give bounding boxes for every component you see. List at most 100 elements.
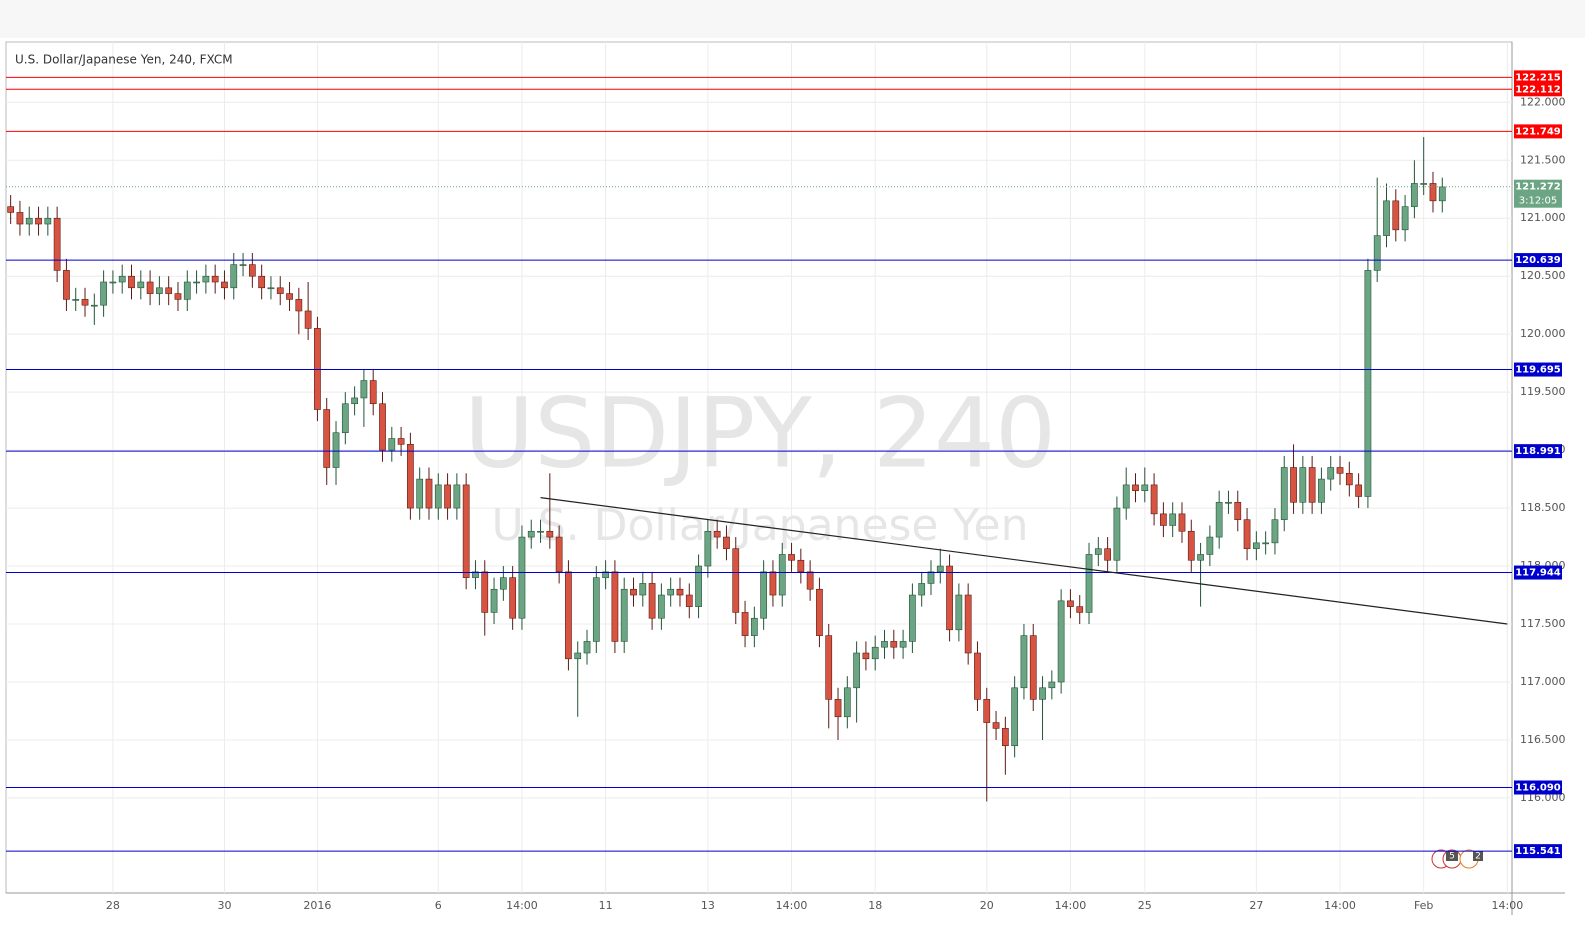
candle-body <box>1225 501 1232 504</box>
candle-body <box>974 652 981 700</box>
candle-body <box>63 270 70 300</box>
candle-body <box>555 536 563 573</box>
x-tick-label: 18 <box>868 899 882 912</box>
x-tick-label: 6 <box>435 899 442 912</box>
candle-body <box>1345 472 1353 486</box>
candle-body <box>397 438 405 445</box>
candle-body <box>295 299 303 312</box>
marks <box>7 137 1446 802</box>
chart-title: U.S. Dollar/Japanese Yen, 240, FXCM <box>15 53 233 67</box>
candle-body <box>1039 687 1046 700</box>
candle-body <box>53 217 61 271</box>
candle-body <box>899 641 907 648</box>
candle-body <box>1067 600 1074 607</box>
candle-body <box>574 652 582 660</box>
level-tag <box>1514 844 1562 859</box>
candle-body <box>1318 478 1325 503</box>
candle-body <box>592 577 600 642</box>
candle-body <box>843 687 851 718</box>
candle-body <box>434 484 442 509</box>
level-label: 115.541 <box>1515 846 1561 857</box>
level-tag <box>1514 70 1562 85</box>
event-count: 5 <box>1449 852 1455 862</box>
candle-body <box>834 699 842 718</box>
candle-body <box>583 641 591 654</box>
plot-frame <box>5 41 1513 894</box>
candle-body <box>806 571 814 590</box>
candle-body <box>1252 542 1260 549</box>
y-tick-label: 117.000 <box>1520 675 1566 688</box>
candle-body <box>620 588 628 642</box>
level-label: 120.639 <box>1515 255 1561 266</box>
candle-body <box>472 571 479 578</box>
candle-body <box>685 594 693 607</box>
y-tick-label: 121.500 <box>1520 153 1566 166</box>
candle-body <box>202 275 210 283</box>
candle-body <box>1401 206 1409 231</box>
candle-body <box>16 212 24 225</box>
candle-body <box>1020 635 1028 689</box>
candle-body <box>936 565 944 573</box>
candle-body <box>286 293 293 300</box>
watermark-symbol: USDJPY, 240 <box>464 377 1056 489</box>
candle-body <box>658 594 665 619</box>
candle-body <box>1327 467 1335 480</box>
candle-body <box>332 432 340 468</box>
candle-body <box>165 287 173 294</box>
candle-body <box>1085 554 1093 613</box>
candle-body <box>1141 484 1149 491</box>
y-tick-label: 120.000 <box>1520 327 1566 340</box>
candle-body <box>156 287 163 294</box>
candle-body <box>109 281 117 284</box>
level-label: 118.991 <box>1515 446 1561 457</box>
candle-body <box>369 380 377 405</box>
candle-body <box>1001 728 1009 747</box>
candle-body <box>304 310 312 329</box>
level-tag <box>1514 82 1562 97</box>
candle-body <box>723 536 730 549</box>
candle-body <box>778 554 786 596</box>
candle-body <box>639 583 647 596</box>
candle-body <box>1160 513 1167 526</box>
candle-body <box>1364 270 1372 497</box>
x-tick-label: 14:00 <box>1492 899 1524 912</box>
candle-body <box>258 275 266 289</box>
candle-body <box>1234 501 1242 520</box>
candle-body <box>221 281 228 289</box>
level-tag <box>1514 124 1562 139</box>
candle-body <box>248 264 256 277</box>
candle-body <box>741 612 749 636</box>
x-tick-label: 30 <box>217 899 231 912</box>
countdown-label: 3:12:05 <box>1519 196 1558 207</box>
candle-body <box>816 588 823 636</box>
candle-body <box>704 530 712 567</box>
candle-body <box>1048 681 1056 689</box>
candle-body <box>983 699 991 723</box>
candle-body <box>1178 513 1186 532</box>
candle-body <box>1355 484 1362 497</box>
candle-body <box>360 380 368 399</box>
candle-body <box>1169 513 1177 526</box>
candle-body <box>193 281 200 284</box>
candle-body <box>388 438 396 451</box>
candle-body <box>509 577 517 619</box>
candle-body <box>695 565 702 607</box>
candle-body <box>1150 484 1158 515</box>
candle-body <box>1411 183 1418 207</box>
y-tick-label: 120.500 <box>1520 269 1566 282</box>
candle-body <box>1262 542 1270 545</box>
x-tick-label: Feb <box>1414 899 1433 912</box>
event-count: 2 <box>1475 852 1481 862</box>
candle-body <box>769 571 777 596</box>
candle-body <box>881 641 888 648</box>
candle-body <box>174 293 182 300</box>
candle-body <box>90 304 98 307</box>
candle-body <box>1197 554 1204 561</box>
candle-body <box>211 275 219 283</box>
candle-body <box>323 409 331 468</box>
x-tick-label: 14:00 <box>1055 899 1087 912</box>
candle-body <box>565 571 572 660</box>
candle-body <box>239 264 247 266</box>
candle-body <box>314 328 321 410</box>
x-tick-label: 14:00 <box>1324 899 1356 912</box>
